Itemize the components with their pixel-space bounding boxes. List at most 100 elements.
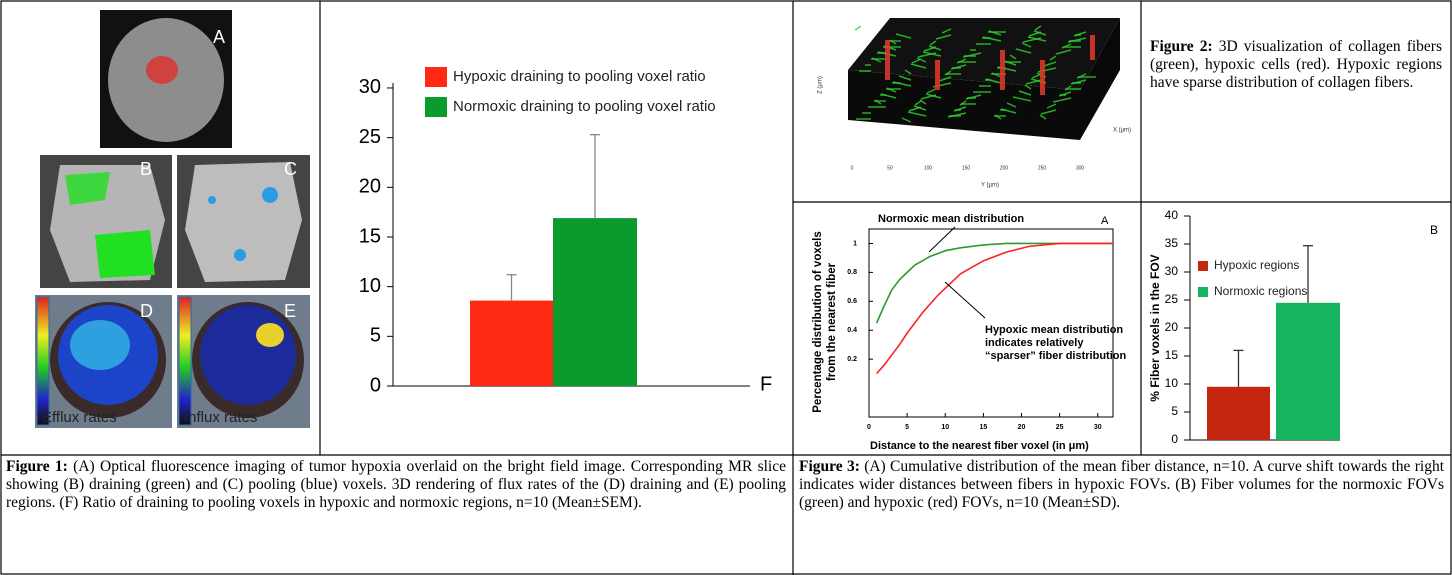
fiber (1021, 42, 1032, 48)
image-tick-label: 250 (1038, 165, 1047, 171)
fiber (941, 28, 952, 34)
fiber (898, 75, 912, 81)
figure3-caption: Figure 3: (A) Cumulative distribution of… (799, 458, 1444, 575)
fiber (1024, 84, 1032, 90)
fiber (938, 76, 952, 82)
image-3d (840, 5, 1130, 195)
y-tick-label: 0.8 (847, 269, 857, 276)
fiber (914, 100, 922, 106)
fiber (1003, 60, 1017, 66)
x-tick-label: 10 (941, 424, 949, 431)
bar (1276, 302, 1340, 440)
caption-text: 3D visualization of collagen fibers (gre… (1150, 38, 1442, 91)
y-tick-label: 5 (1171, 404, 1178, 418)
cell (885, 40, 890, 80)
fiber (920, 94, 937, 100)
y-tick-label: 0 (1171, 432, 1178, 446)
panel-label: B (140, 159, 152, 179)
fiber (1018, 90, 1032, 96)
bar (1207, 386, 1270, 440)
axis-label: Z (µm) (818, 76, 824, 94)
y-tick-label: 1 (853, 240, 857, 247)
y-tick-label: 0.6 (847, 298, 857, 305)
annotation: Normoxic mean distribution (878, 213, 1024, 225)
image-tick-label: 200 (1000, 165, 1009, 171)
cell (1040, 60, 1045, 95)
fiber (988, 30, 1002, 36)
fiber (985, 78, 1002, 84)
axis-label: X (µm) (1113, 128, 1131, 134)
caption-label: Figure 3: (799, 458, 860, 475)
fiber (907, 111, 927, 117)
fiber (1022, 37, 1042, 43)
y-axis-label: % Fiber voxels in the FOV (1148, 254, 1162, 401)
cell (1000, 50, 1005, 90)
y-tick-label: 25 (1165, 292, 1179, 306)
fiber (929, 40, 937, 46)
fiber (1034, 25, 1042, 31)
fiber (911, 58, 922, 64)
line (875, 242, 1113, 324)
legend-label: Normoxic draining to pooling voxel ratio (453, 98, 716, 115)
image-tick-label: 50 (887, 165, 893, 171)
fiber (1039, 114, 1047, 120)
y-tick-label: 35 (1165, 236, 1179, 250)
y-axis-label: from the nearest fiber (826, 262, 838, 381)
fiber (1015, 48, 1032, 54)
fiber (908, 106, 922, 112)
y-tick-label: 0 (370, 374, 381, 396)
annotation: “sparser” fiber distribution (985, 350, 1126, 362)
fiber (1052, 97, 1072, 103)
y-tick-label: 40 (1165, 208, 1179, 222)
fiber (871, 57, 882, 63)
fiber (1031, 73, 1042, 79)
fiber (880, 93, 897, 99)
panel-label: A (213, 27, 225, 47)
fiber (1043, 61, 1057, 67)
plot-frame (868, 228, 1114, 418)
fiber (1000, 108, 1017, 114)
annotation: indicates relatively (985, 337, 1084, 349)
image-tick-label: 0 (851, 165, 854, 171)
fiber (982, 36, 1002, 42)
fiber (1006, 102, 1017, 108)
image-b (40, 155, 172, 288)
fiber (994, 114, 1002, 120)
fiber (1049, 55, 1057, 61)
cell (935, 60, 940, 90)
legend-label: Hypoxic regions (1214, 258, 1299, 272)
fiber (991, 72, 1002, 78)
fiber (904, 69, 912, 75)
y-tick-label: 0.2 (847, 356, 857, 363)
fiber (935, 34, 952, 40)
y-tick-label: 5 (370, 325, 381, 347)
image-a (100, 10, 232, 148)
error-bar (1233, 349, 1244, 387)
x-tick-label: 25 (1056, 424, 1064, 431)
arrow (944, 281, 986, 319)
scale-label: Influx rates (184, 409, 257, 426)
fiber (874, 99, 882, 105)
annotation: Hypoxic mean distribution (985, 324, 1123, 336)
x-tick-label: 5 (905, 424, 909, 431)
legend-label: Normoxic regions (1214, 284, 1307, 298)
fiber (910, 63, 927, 69)
panel-label: E (284, 301, 296, 321)
bar (553, 218, 637, 386)
panel-label: F (760, 373, 772, 395)
bar (470, 300, 553, 386)
panel-label: A (1101, 215, 1109, 227)
y-tick-label: 30 (359, 76, 381, 98)
image-tick-label: 100 (924, 165, 933, 171)
caption-text: (A) Cumulative distribution of the mean … (799, 458, 1444, 511)
fiber (895, 33, 912, 39)
panel-label: D (140, 301, 153, 321)
fiber (1055, 49, 1072, 55)
caption-label: Figure 1: (6, 458, 68, 475)
legend-swatch (425, 97, 447, 117)
fiber (923, 46, 937, 52)
y-tick-label: 20 (1165, 320, 1179, 334)
